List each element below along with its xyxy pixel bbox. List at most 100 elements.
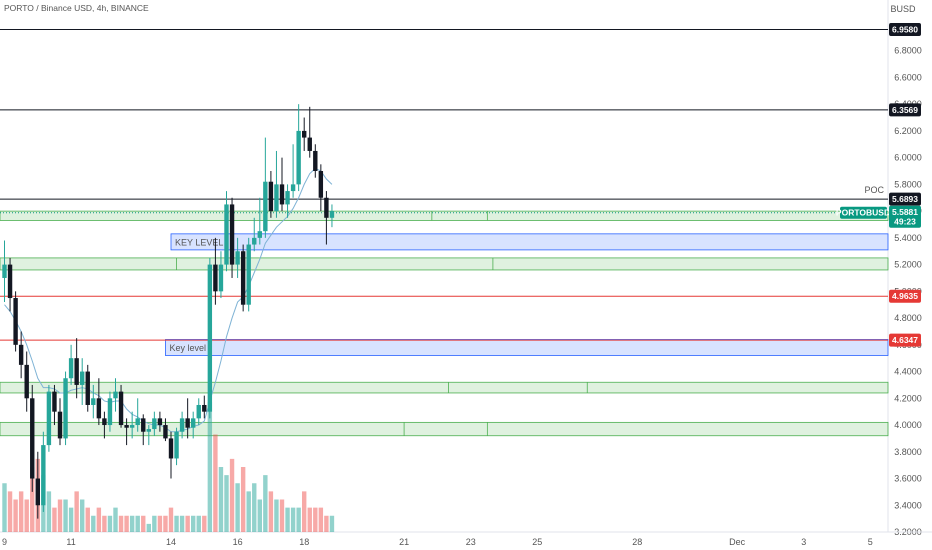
- volume-bar: [302, 491, 307, 532]
- candle-body: [129, 425, 135, 428]
- volume-bar: [68, 507, 74, 532]
- candle: [279, 157, 285, 212]
- price-tick-label: 6.0000: [894, 153, 922, 163]
- volume-bar: [168, 507, 174, 532]
- candle-body: [302, 130, 307, 138]
- candle-body: [113, 391, 118, 399]
- time-tick-label: Dec: [729, 537, 746, 547]
- candle: [268, 171, 274, 218]
- volume-bar: [74, 491, 79, 532]
- candle-body: [257, 231, 262, 238]
- candle: [107, 391, 113, 432]
- candle: [135, 398, 140, 432]
- volume-bar: [91, 515, 96, 532]
- candle-body: [196, 404, 201, 419]
- candle: [213, 237, 218, 305]
- volume-bar: [30, 467, 35, 532]
- candle-body: [163, 425, 168, 439]
- candle-body: [263, 181, 268, 232]
- candle-body: [157, 418, 163, 426]
- candle: [35, 451, 40, 519]
- candle: [18, 331, 24, 379]
- volume-bar: [202, 515, 207, 532]
- candle-body: [185, 418, 190, 428]
- candle: [74, 338, 79, 399]
- candle-body: [96, 398, 102, 419]
- candle-body: [296, 130, 301, 185]
- candle: [329, 204, 335, 228]
- key-level-label: KEY LEVEL: [175, 237, 223, 247]
- candle: [129, 411, 135, 439]
- candle: [91, 384, 96, 419]
- time-tick-label: 14: [166, 537, 176, 547]
- candle: [2, 240, 7, 303]
- volume-bar: [290, 507, 296, 532]
- key-level-zone: [165, 339, 889, 356]
- volume-bar: [213, 434, 218, 532]
- candle-body: [213, 264, 218, 292]
- candle-body: [179, 418, 185, 432]
- volume-bar: [18, 491, 24, 532]
- candle-body: [168, 438, 174, 459]
- time-tick-label: 23: [466, 537, 476, 547]
- candle-body: [207, 264, 213, 412]
- candle-body: [318, 171, 324, 198]
- candle: [13, 291, 18, 352]
- candle: [146, 425, 151, 446]
- candle: [152, 411, 157, 436]
- price-tick-label: 5.2000: [894, 260, 922, 270]
- volume-bar: [252, 483, 257, 532]
- volume-bar: [113, 507, 118, 532]
- candle-body: [290, 184, 296, 192]
- candle: [191, 411, 196, 439]
- price-tick-label: 3.8000: [894, 447, 922, 457]
- candle: [218, 251, 224, 299]
- volume-bar: [318, 507, 324, 532]
- volume-bar: [107, 515, 113, 532]
- time-tick-label: 18: [299, 537, 309, 547]
- volume-bar: [163, 515, 168, 532]
- candle-body: [46, 391, 52, 446]
- candle: [141, 414, 146, 446]
- time-tick-label: 16: [233, 537, 243, 547]
- candle: [257, 197, 262, 245]
- candle: [274, 150, 279, 218]
- volume-bar: [307, 507, 312, 532]
- candle: [7, 257, 13, 312]
- symbol-tag-label: PORTOBUSD: [836, 208, 890, 218]
- candle-body: [224, 204, 229, 265]
- volume-bar: [263, 475, 268, 532]
- key-level-zone: [170, 233, 889, 251]
- volume-bar: [63, 499, 68, 532]
- volume-bar: [224, 475, 229, 532]
- volume-bar: [207, 402, 213, 532]
- candle: [302, 117, 307, 151]
- price-tag-label: 6.9580: [892, 25, 918, 35]
- candle: [46, 384, 52, 452]
- volume-bar: [274, 499, 279, 532]
- price-tick-label: 6.6000: [894, 72, 922, 82]
- volume-bar: [157, 515, 163, 532]
- time-tick-label: 5: [868, 537, 873, 547]
- price-tick-label: 3.4000: [894, 500, 922, 510]
- price-tick-label: 5.8000: [894, 179, 922, 189]
- volume-bar: [246, 491, 251, 532]
- volume-bar: [185, 515, 190, 532]
- candle: [163, 418, 168, 442]
- bar-countdown: 49:23: [894, 217, 916, 227]
- candle: [118, 384, 124, 428]
- price-tick-label: 3.6000: [894, 474, 922, 484]
- candle: [41, 431, 46, 512]
- volume-bar: [324, 515, 329, 532]
- candle-body: [235, 251, 240, 265]
- time-tick-label: 25: [532, 537, 542, 547]
- price-tick-label: 4.2000: [894, 393, 922, 403]
- candle-body: [18, 344, 24, 365]
- price-tag: [889, 23, 921, 37]
- candle-body: [202, 404, 207, 412]
- price-tag: [889, 103, 921, 117]
- candle: [313, 144, 318, 178]
- price-tag-label: 4.9635: [892, 291, 918, 301]
- candle: [324, 191, 329, 245]
